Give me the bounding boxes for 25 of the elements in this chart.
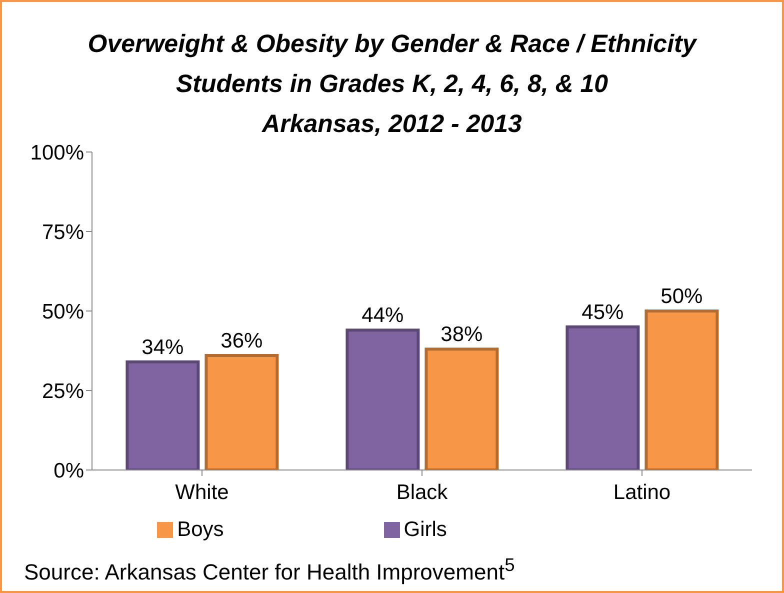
bar [644,310,719,470]
data-label: 34% [142,336,184,359]
data-label: 45% [582,300,624,324]
data-label: 50% [660,285,703,308]
bar [424,348,499,470]
data-label: 38% [440,323,483,346]
y-tick-label: 100% [30,141,84,164]
data-label: 44% [362,304,404,328]
bar [204,354,279,470]
y-tick-label: 50% [42,300,84,324]
bar [566,325,640,470]
y-tick-label: 75% [42,220,84,244]
x-tick-label: Latino [613,480,671,504]
x-tick-label: White [175,480,229,504]
chart-subtitle: Students in Grades K, 2, 4, 6, 8, & 10 Arkansas, 2012 - 2013 [174,69,610,138]
legend-label: Girls [404,518,447,541]
source-note: Source: Arkansas Center for Health Improvement$^{5}$ [24,554,515,585]
chart-title: Overweight & Obesity by Gender & Race / Ethnicity [86,29,698,60]
x-tick-label: Black [396,480,448,504]
y-tick-label: 25% [42,380,84,403]
bar [346,328,420,470]
bar [126,360,200,470]
legend-label: Boys [177,518,224,541]
y-tick-label: 0% [54,459,84,482]
data-label: 36% [220,330,263,353]
